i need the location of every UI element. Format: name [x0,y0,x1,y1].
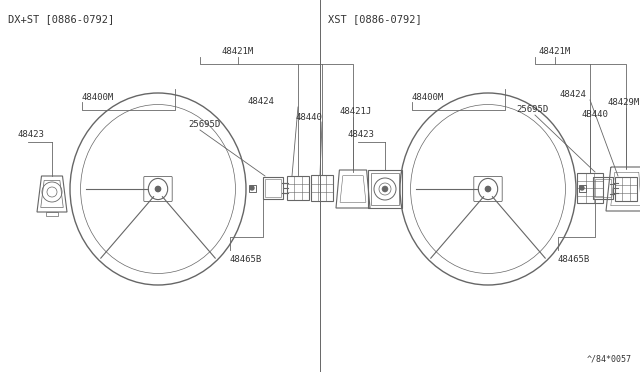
Text: DX+ST [0886-0792]: DX+ST [0886-0792] [8,14,115,24]
Text: 48421M: 48421M [539,47,571,56]
Circle shape [485,186,491,192]
Bar [595,179,611,197]
Text: 48424: 48424 [248,97,275,106]
Bar [265,179,281,197]
Text: XST [0886-0792]: XST [0886-0792] [328,14,422,24]
Text: 48423: 48423 [18,130,45,139]
Text: 48400M: 48400M [82,93,115,102]
Text: 48440: 48440 [296,113,323,122]
Bar [579,185,586,192]
Bar [577,173,603,203]
Text: 48465B: 48465B [558,255,590,264]
Bar [287,176,309,200]
Text: 48421M: 48421M [222,47,254,56]
Bar [311,175,333,201]
Bar [368,170,402,208]
Circle shape [156,186,161,192]
Bar [263,177,283,199]
Circle shape [580,186,584,190]
Text: 48424: 48424 [560,90,587,99]
Text: 48400M: 48400M [412,93,444,102]
Text: 48423: 48423 [348,130,375,139]
Bar [615,177,637,201]
Bar [248,185,255,192]
Text: 25695D: 25695D [516,105,548,114]
Bar [593,177,613,199]
Text: 25695D: 25695D [188,120,220,129]
Text: 48429M: 48429M [607,98,639,107]
Bar [371,173,399,205]
Text: 4B440: 4B440 [582,110,609,119]
Text: 48465B: 48465B [230,255,262,264]
Bar [46,212,58,216]
Circle shape [382,186,388,192]
Text: ^/84*0057: ^/84*0057 [587,355,632,364]
Circle shape [250,186,254,190]
Text: 48421J: 48421J [340,107,372,116]
